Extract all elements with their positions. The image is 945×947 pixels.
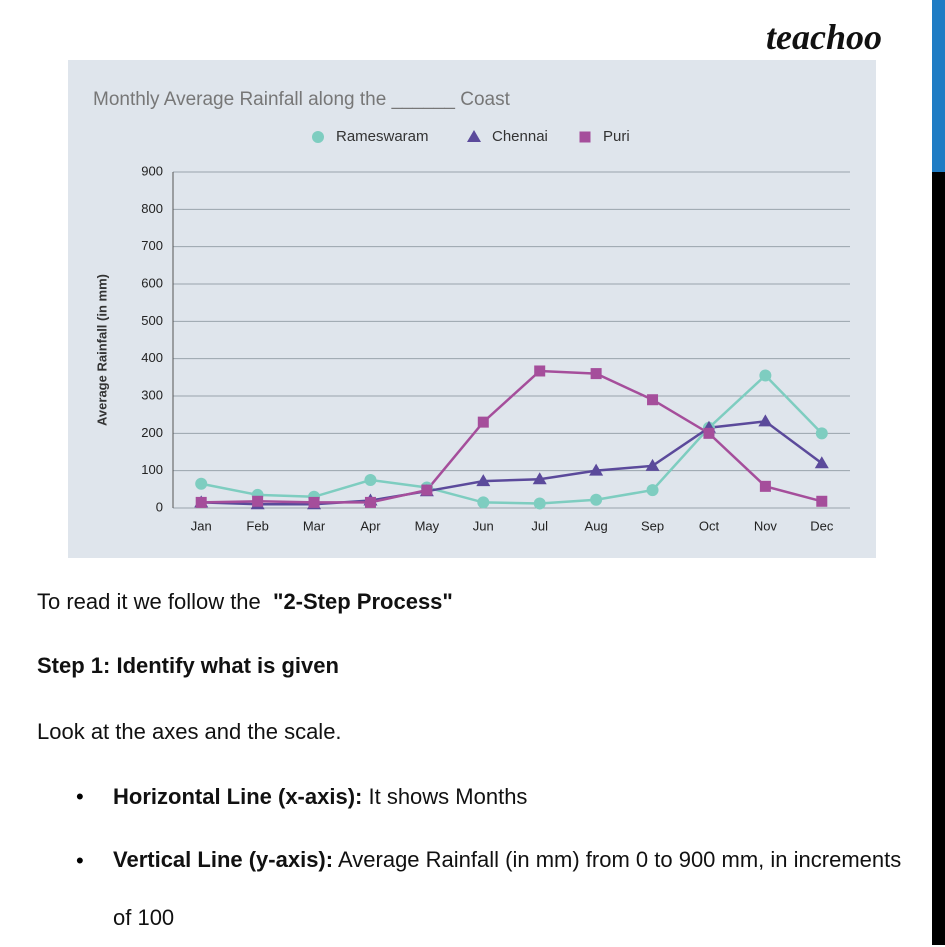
- side-bar: [932, 0, 945, 172]
- point: [364, 474, 377, 486]
- point: [477, 416, 489, 428]
- chart: Monthly Average Rainfall along the _____…: [68, 60, 876, 558]
- legend-marker: [467, 130, 481, 142]
- point: [534, 365, 546, 377]
- legend-label: Rameswaram: [336, 128, 429, 145]
- series-line: [201, 420, 823, 506]
- point: [308, 496, 320, 508]
- series-line: [200, 373, 823, 505]
- bullet-item: Vertical Line (y-axis): Average Rainfall…: [113, 831, 903, 947]
- point: [645, 458, 660, 471]
- point: [816, 495, 828, 507]
- x-tick-label: Mar: [303, 518, 326, 533]
- legend-marker: [312, 131, 324, 143]
- y-tick-label: 300: [141, 387, 163, 402]
- point: [476, 474, 491, 487]
- y-tick-label: 800: [141, 201, 163, 216]
- bullet-text: Average Rainfall (in mm) from 0 to 900 m…: [113, 847, 902, 930]
- point: [533, 497, 546, 510]
- y-tick-label: 200: [141, 425, 163, 440]
- y-tick-label: 400: [141, 350, 163, 365]
- point: [590, 368, 602, 380]
- point: [815, 427, 828, 440]
- point: [195, 477, 208, 490]
- y-tick-label: 500: [141, 313, 163, 328]
- x-tick-label: May: [415, 518, 440, 533]
- y-tick-label: 600: [141, 275, 163, 290]
- x-tick-label: Oct: [699, 518, 720, 533]
- x-tick-label: Jun: [473, 518, 494, 533]
- point: [759, 480, 771, 492]
- legend-label: Chennai: [492, 128, 548, 145]
- bullet-marker: •: [76, 848, 84, 873]
- bullet-label: Vertical Line (y-axis):: [113, 847, 334, 872]
- chart-title: Monthly Average Rainfall along the _____…: [93, 89, 511, 110]
- bullet-marker: •: [76, 784, 84, 809]
- point: [532, 472, 547, 485]
- point: [759, 369, 772, 382]
- side-bar: [932, 172, 945, 945]
- x-tick-label: Jul: [531, 518, 548, 533]
- point: [364, 496, 376, 508]
- paragraph: Look at the axes and the scale.: [37, 719, 342, 744]
- y-tick-label: 100: [141, 462, 163, 477]
- point: [421, 484, 433, 496]
- bullet-item: Horizontal Line (x-axis): It shows Month…: [113, 784, 903, 810]
- y-tick-label: 900: [141, 163, 163, 178]
- point: [477, 496, 490, 509]
- point: [646, 484, 659, 497]
- intro: To read it we follow the "2-Step Process…: [37, 589, 453, 615]
- chart-background: [68, 60, 876, 558]
- point: [195, 496, 207, 508]
- step-heading: Step 1: Identify what is given: [37, 653, 339, 678]
- point: [703, 427, 715, 439]
- point: [589, 463, 604, 476]
- point: [814, 456, 829, 469]
- y-tick-label: 0: [156, 499, 163, 514]
- y-axis-label: Average Rainfall (in mm): [94, 274, 109, 426]
- intro-bold: "2-Step Process": [273, 589, 453, 614]
- legend-label: Puri: [603, 128, 630, 145]
- brand-logo: teachoo: [766, 17, 882, 57]
- legend-marker: [579, 131, 591, 143]
- x-tick-label: Nov: [754, 518, 778, 533]
- x-tick-label: Dec: [810, 518, 834, 533]
- intro-text: To read it we follow the: [37, 589, 261, 614]
- x-tick-label: Aug: [585, 518, 608, 533]
- point: [647, 394, 659, 406]
- bullet-label: Horizontal Line (x-axis):: [113, 784, 363, 809]
- point: [252, 495, 264, 507]
- point: [758, 414, 773, 427]
- x-tick-label: Sep: [641, 518, 664, 533]
- point: [590, 493, 603, 506]
- series-line: [201, 369, 823, 504]
- x-tick-label: Feb: [246, 518, 268, 533]
- x-tick-label: Apr: [360, 518, 381, 533]
- y-tick-label: 700: [141, 238, 163, 253]
- bullet-text: It shows Months: [368, 784, 528, 809]
- x-tick-label: Jan: [191, 518, 212, 533]
